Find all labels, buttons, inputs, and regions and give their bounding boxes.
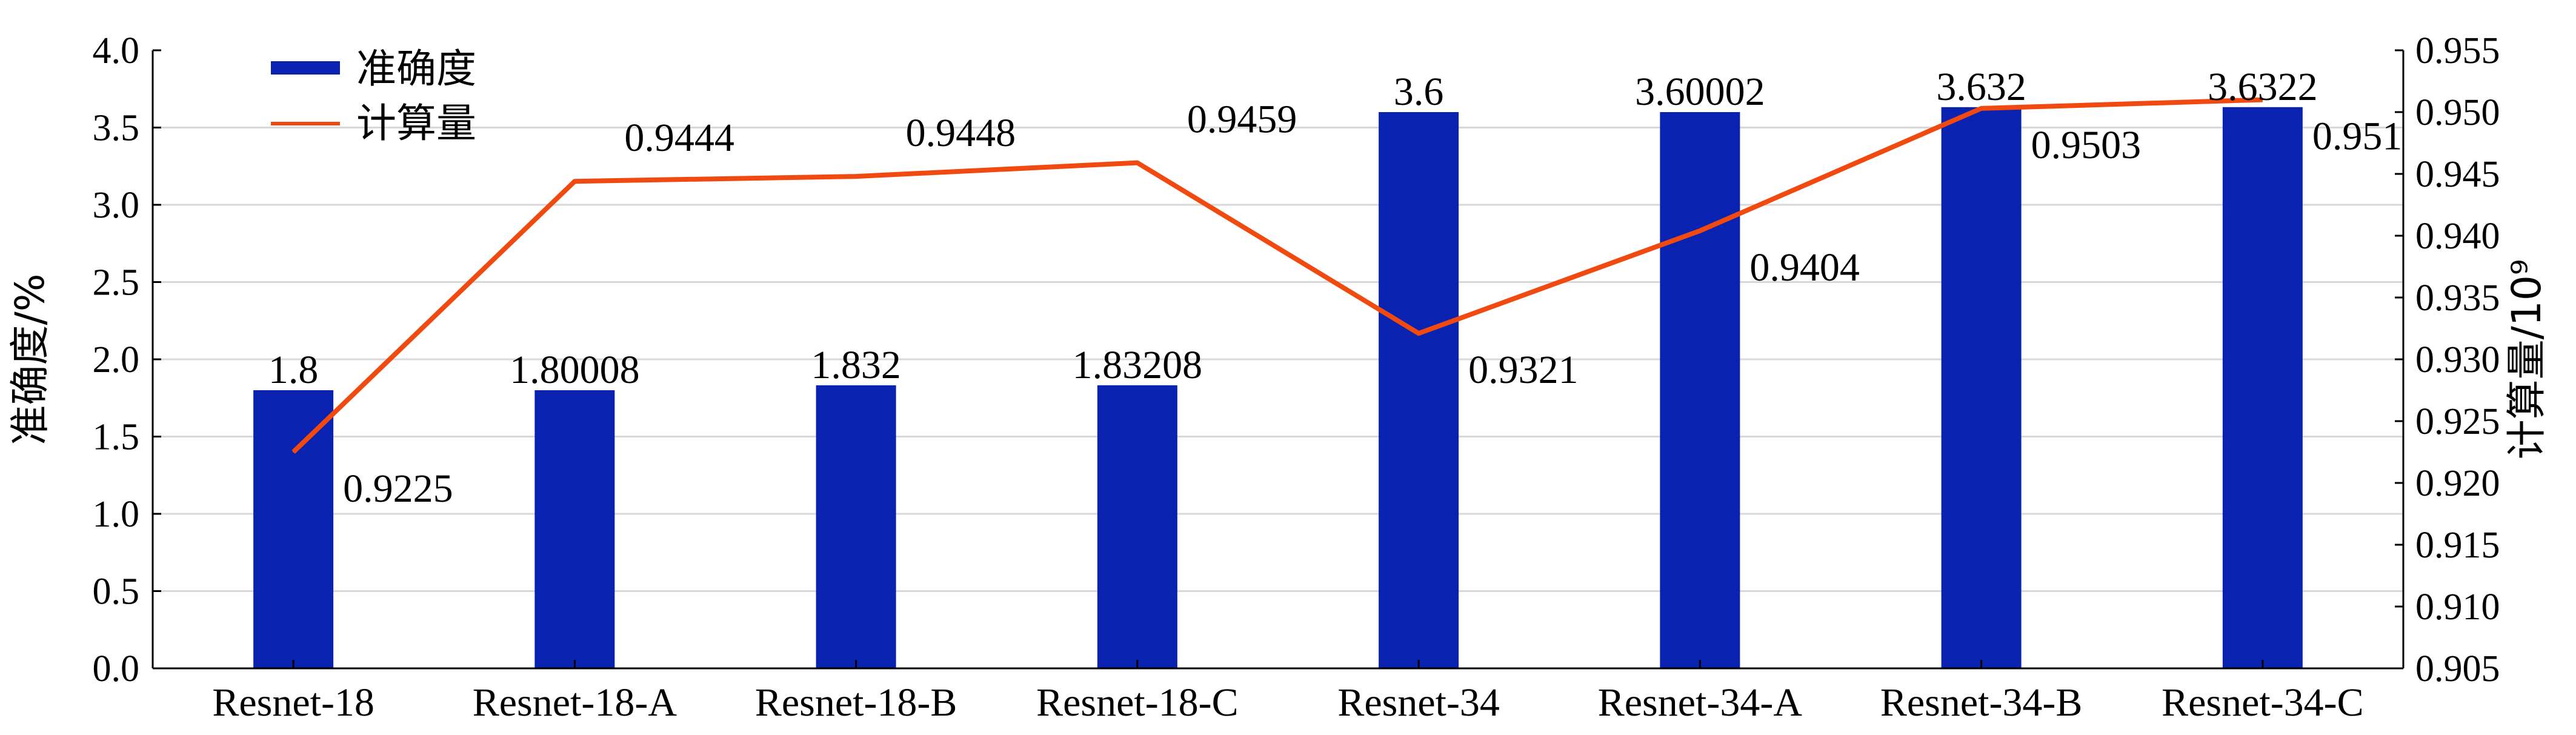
y2-tick-label: 0.905 (2415, 648, 2500, 690)
y2-tick-label: 0.955 (2415, 30, 2500, 72)
bar (253, 390, 334, 668)
bar-value-label: 3.6 (1394, 70, 1444, 114)
bar (816, 385, 896, 668)
y-tick-label: 4.0 (93, 30, 140, 72)
y2-axis-title: 计算量/10⁹ (2503, 259, 2550, 460)
x-tick-label: Resnet-34-A (1598, 680, 1803, 725)
axes: 0.0 0.5 1.0 1.5 2.0 2.5 3.0 3.5 4.0 0.905 0.910 0.9… (93, 30, 2500, 725)
y2-tick-label: 0.950 (2415, 92, 2500, 133)
x-tick-label: Resnet-34-C (2162, 680, 2364, 725)
line-value-label: 0.9321 (1468, 348, 1579, 392)
line-point (1136, 162, 1138, 164)
bar-value-label: 3.6322 (2208, 65, 2318, 109)
x-tick-label: Resnet-18-C (1036, 680, 1239, 725)
line-value-label: 0.9503 (2031, 123, 2142, 167)
legend-bar-swatch (271, 61, 340, 75)
line-point (2261, 99, 2263, 101)
line-point (1418, 333, 1420, 334)
x-tick-label: Resnet-34 (1337, 680, 1500, 725)
line-value-label: 0.9225 (343, 467, 453, 511)
y2-tick-label: 0.910 (2415, 587, 2500, 628)
bar (534, 390, 615, 668)
legend: 准确度 计算量 (271, 45, 476, 147)
y-tick-label: 0.0 (93, 648, 140, 690)
legend-line-label: 计算量 (356, 100, 476, 147)
bar-value-label: 1.80008 (510, 348, 640, 392)
line-point (855, 176, 857, 178)
x-tick-label: Resnet-18 (212, 680, 374, 725)
bar (2222, 107, 2303, 668)
line-value-label: 0.951 (2312, 115, 2403, 159)
x-tick-label: Resnet-18-B (755, 680, 957, 725)
line-point (293, 451, 295, 453)
y-tick-label: 3.0 (93, 185, 140, 226)
bars (253, 107, 2303, 669)
data-labels: 1.8 1.80008 1.832 1.83208 3.6 3.60002 3.632 3.6… (268, 65, 2403, 511)
y-tick-label: 0.5 (93, 571, 140, 613)
bar (1941, 107, 2022, 669)
y-tick-label: 1.0 (93, 494, 140, 535)
line-point (1699, 230, 1701, 231)
y2-tick-label: 0.925 (2415, 401, 2500, 442)
bar-value-label: 1.83208 (1073, 343, 1203, 387)
y-tick-label: 3.5 (93, 108, 140, 149)
y-tick-label: 2.0 (93, 339, 140, 381)
line-point (574, 181, 576, 182)
bar (1097, 385, 1177, 668)
line-point (1980, 107, 1982, 109)
y2-tick-label: 0.945 (2415, 154, 2500, 195)
line-series (291, 97, 2263, 454)
y2-tick-label: 0.935 (2415, 278, 2500, 319)
y2-tick-label: 0.940 (2415, 216, 2500, 257)
line-value-label: 0.9448 (906, 111, 1016, 155)
x-tick-label: Resnet-34-B (1880, 680, 2083, 725)
line-value-label: 0.9404 (1749, 245, 1860, 290)
bar (1660, 111, 1740, 669)
legend-bar-label: 准确度 (356, 45, 476, 92)
grid (153, 127, 2403, 592)
y-axis-title: 准确度/% (7, 274, 53, 445)
bar-value-label: 3.60002 (1635, 70, 1765, 114)
y2-tick-label: 0.920 (2415, 463, 2500, 504)
y-tick-label: 1.5 (93, 417, 140, 458)
y2-tick-label: 0.930 (2415, 339, 2500, 381)
line-value-label: 0.9459 (1187, 98, 1297, 142)
y2-tick-label: 0.915 (2415, 525, 2500, 566)
bar-value-label: 1.832 (811, 343, 901, 387)
bar-value-label: 3.632 (1936, 65, 2026, 109)
bar (1379, 112, 1459, 668)
y-tick-label: 2.5 (93, 262, 140, 304)
bar-value-label: 1.8 (268, 348, 319, 392)
x-tick-label: Resnet-18-A (473, 680, 677, 725)
line-path (291, 97, 2263, 454)
line-value-label: 0.9444 (624, 116, 734, 160)
